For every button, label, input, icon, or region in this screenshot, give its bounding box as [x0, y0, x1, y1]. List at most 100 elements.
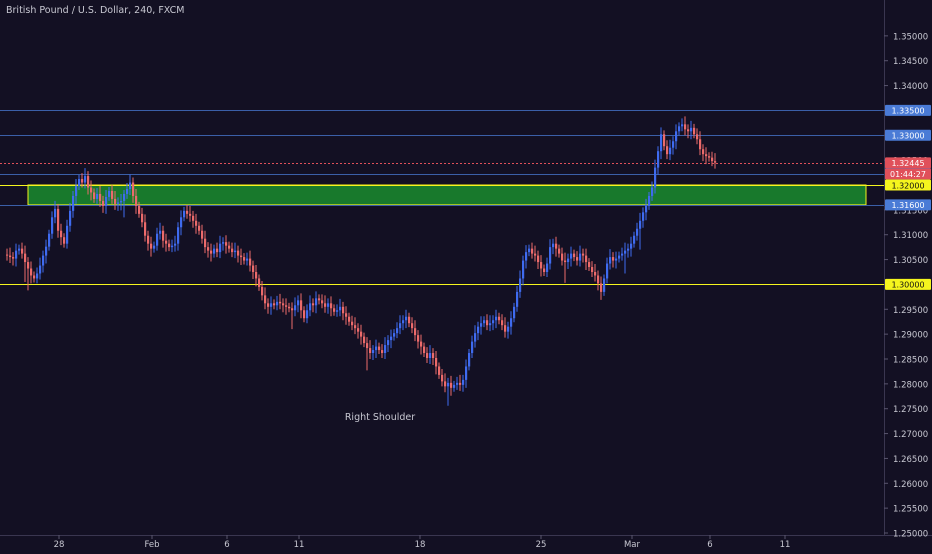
candle[interactable]	[687, 129, 690, 132]
candle[interactable]	[402, 320, 405, 324]
candle[interactable]	[300, 300, 303, 311]
candle[interactable]	[228, 245, 231, 249]
candle[interactable]	[417, 335, 420, 342]
candle[interactable]	[630, 243, 633, 249]
candle[interactable]	[54, 208, 57, 218]
candle[interactable]	[372, 350, 375, 354]
candle[interactable]	[48, 233, 51, 247]
candle[interactable]	[291, 308, 294, 311]
candle[interactable]	[144, 222, 147, 236]
countdown-label[interactable]: 01:44:27	[890, 170, 926, 179]
candle[interactable]	[492, 320, 495, 324]
candle[interactable]	[39, 265, 42, 274]
candle[interactable]	[345, 313, 348, 317]
candle[interactable]	[111, 190, 114, 199]
candle[interactable]	[174, 243, 177, 246]
candle[interactable]	[216, 248, 219, 253]
candle[interactable]	[108, 190, 111, 197]
candle[interactable]	[15, 250, 18, 259]
candle[interactable]	[546, 263, 549, 272]
candle[interactable]	[621, 253, 624, 256]
candle[interactable]	[117, 202, 120, 204]
candle[interactable]	[258, 278, 261, 287]
candle[interactable]	[516, 291, 519, 307]
price-label-1.32000[interactable]: 1.32000	[891, 181, 924, 190]
candle[interactable]	[474, 333, 477, 342]
candle[interactable]	[114, 198, 117, 204]
candle[interactable]	[552, 243, 555, 248]
candle[interactable]	[681, 124, 684, 127]
candle[interactable]	[426, 353, 429, 359]
candle[interactable]	[591, 267, 594, 272]
candle[interactable]	[468, 353, 471, 367]
candle[interactable]	[384, 345, 387, 354]
candle[interactable]	[204, 238, 207, 248]
candle[interactable]	[690, 127, 693, 132]
candle[interactable]	[504, 325, 507, 332]
candle[interactable]	[537, 255, 540, 263]
candle[interactable]	[399, 323, 402, 329]
candle[interactable]	[531, 248, 534, 254]
candle[interactable]	[447, 382, 450, 387]
candle[interactable]	[354, 325, 357, 329]
candle[interactable]	[189, 213, 192, 216]
candle[interactable]	[147, 235, 150, 244]
candle[interactable]	[714, 161, 717, 163]
candle[interactable]	[318, 298, 321, 301]
candle[interactable]	[156, 233, 159, 246]
candle[interactable]	[684, 124, 687, 130]
support-zone-rectangle[interactable]	[27, 184, 867, 206]
candle[interactable]	[567, 258, 570, 263]
candle[interactable]	[294, 305, 297, 311]
candle[interactable]	[303, 310, 306, 319]
candle[interactable]	[240, 255, 243, 258]
candle[interactable]	[705, 154, 708, 157]
candle[interactable]	[543, 268, 546, 272]
candle[interactable]	[150, 243, 153, 249]
candle[interactable]	[666, 146, 669, 155]
candle[interactable]	[528, 248, 531, 253]
candle[interactable]	[309, 303, 312, 311]
candle[interactable]	[27, 262, 30, 269]
candle[interactable]	[243, 257, 246, 261]
candle[interactable]	[348, 316, 351, 322]
candle[interactable]	[339, 306, 342, 311]
candle[interactable]	[312, 303, 315, 306]
candle[interactable]	[84, 176, 87, 183]
candle[interactable]	[423, 346, 426, 354]
candle[interactable]	[75, 185, 78, 196]
candle[interactable]	[366, 343, 369, 349]
candle[interactable]	[132, 182, 135, 196]
candle[interactable]	[450, 382, 453, 388]
candle[interactable]	[60, 230, 63, 238]
candle[interactable]	[210, 250, 213, 254]
candle[interactable]	[249, 258, 252, 266]
candle[interactable]	[105, 196, 108, 206]
candle[interactable]	[297, 300, 300, 306]
candle[interactable]	[549, 247, 552, 264]
candle[interactable]	[351, 321, 354, 326]
candle[interactable]	[471, 341, 474, 354]
candle[interactable]	[588, 262, 591, 268]
candle[interactable]	[18, 248, 21, 251]
candle[interactable]	[453, 384, 456, 388]
candle[interactable]	[648, 195, 651, 206]
candle[interactable]	[636, 228, 639, 236]
candle[interactable]	[369, 348, 372, 354]
candle[interactable]	[183, 210, 186, 218]
candle[interactable]	[699, 139, 702, 150]
candle[interactable]	[327, 303, 330, 307]
candle[interactable]	[387, 340, 390, 346]
candle[interactable]	[702, 149, 705, 155]
candle[interactable]	[45, 246, 48, 256]
candle[interactable]	[420, 341, 423, 347]
candle[interactable]	[456, 382, 459, 385]
candle[interactable]	[501, 320, 504, 326]
candle[interactable]	[519, 278, 522, 292]
candle[interactable]	[618, 255, 621, 259]
candle[interactable]	[444, 381, 447, 387]
candle[interactable]	[489, 323, 492, 326]
candle[interactable]	[333, 308, 336, 312]
candle[interactable]	[585, 255, 588, 263]
